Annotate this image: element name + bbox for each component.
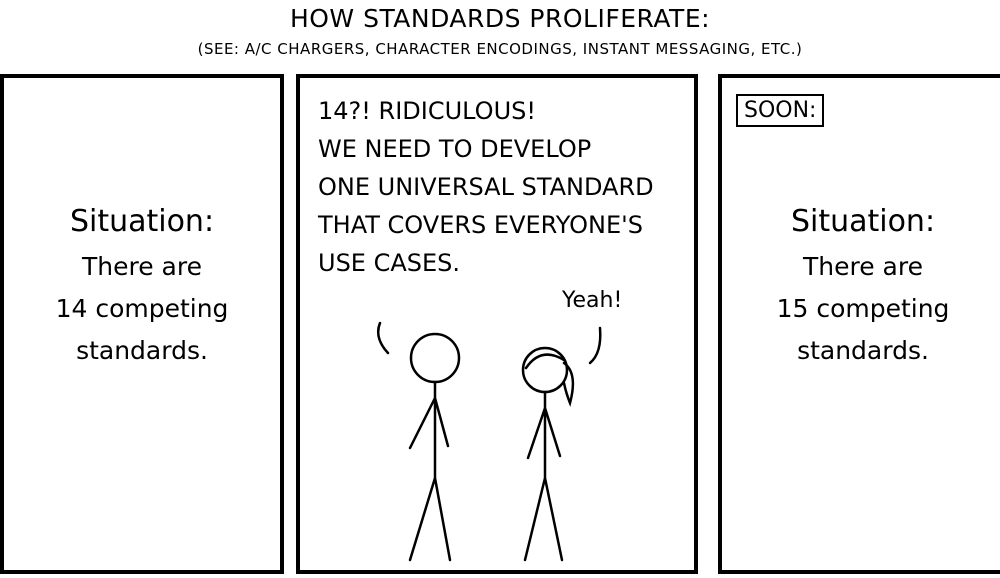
situation-text: Situation: There are 14 competing standa… bbox=[4, 198, 280, 372]
speech-bubble-man: 14?! Ridiculous! We need to develop one … bbox=[318, 97, 654, 277]
situation-text: Situation: There are 15 competing standa… bbox=[722, 198, 1000, 372]
situation-line: standards. bbox=[76, 336, 208, 365]
comic-title: How standards proliferate: bbox=[289, 4, 711, 33]
situation-line: There are bbox=[803, 252, 923, 281]
man-body bbox=[408, 380, 452, 562]
situation-heading: Situation: bbox=[69, 204, 215, 239]
speech-tail bbox=[588, 326, 602, 365]
man-head bbox=[409, 332, 461, 384]
situation-line: 15 competing bbox=[776, 294, 950, 323]
situation-line: standards. bbox=[797, 336, 929, 365]
speech-bubble-woman: Yeah! bbox=[562, 288, 623, 313]
woman-body bbox=[523, 390, 564, 562]
situation-line: There are bbox=[82, 252, 202, 281]
stick-figures-illustration bbox=[377, 321, 602, 562]
situation-heading: Situation: bbox=[790, 204, 936, 239]
panel-2: 14?! Ridiculous! We need to develop one … bbox=[296, 74, 698, 574]
woman-hair bbox=[524, 353, 575, 407]
panel-1: Situation: There are 14 competing standa… bbox=[0, 74, 284, 574]
situation-line: 14 competing bbox=[55, 294, 229, 323]
caption-box: Soon: bbox=[736, 94, 825, 127]
speech-tail bbox=[377, 321, 390, 355]
comic-subtitle: (See: A/C chargers, character encodings,… bbox=[197, 40, 803, 58]
panel-3: Soon: Situation: There are 15 competing … bbox=[718, 74, 1000, 574]
